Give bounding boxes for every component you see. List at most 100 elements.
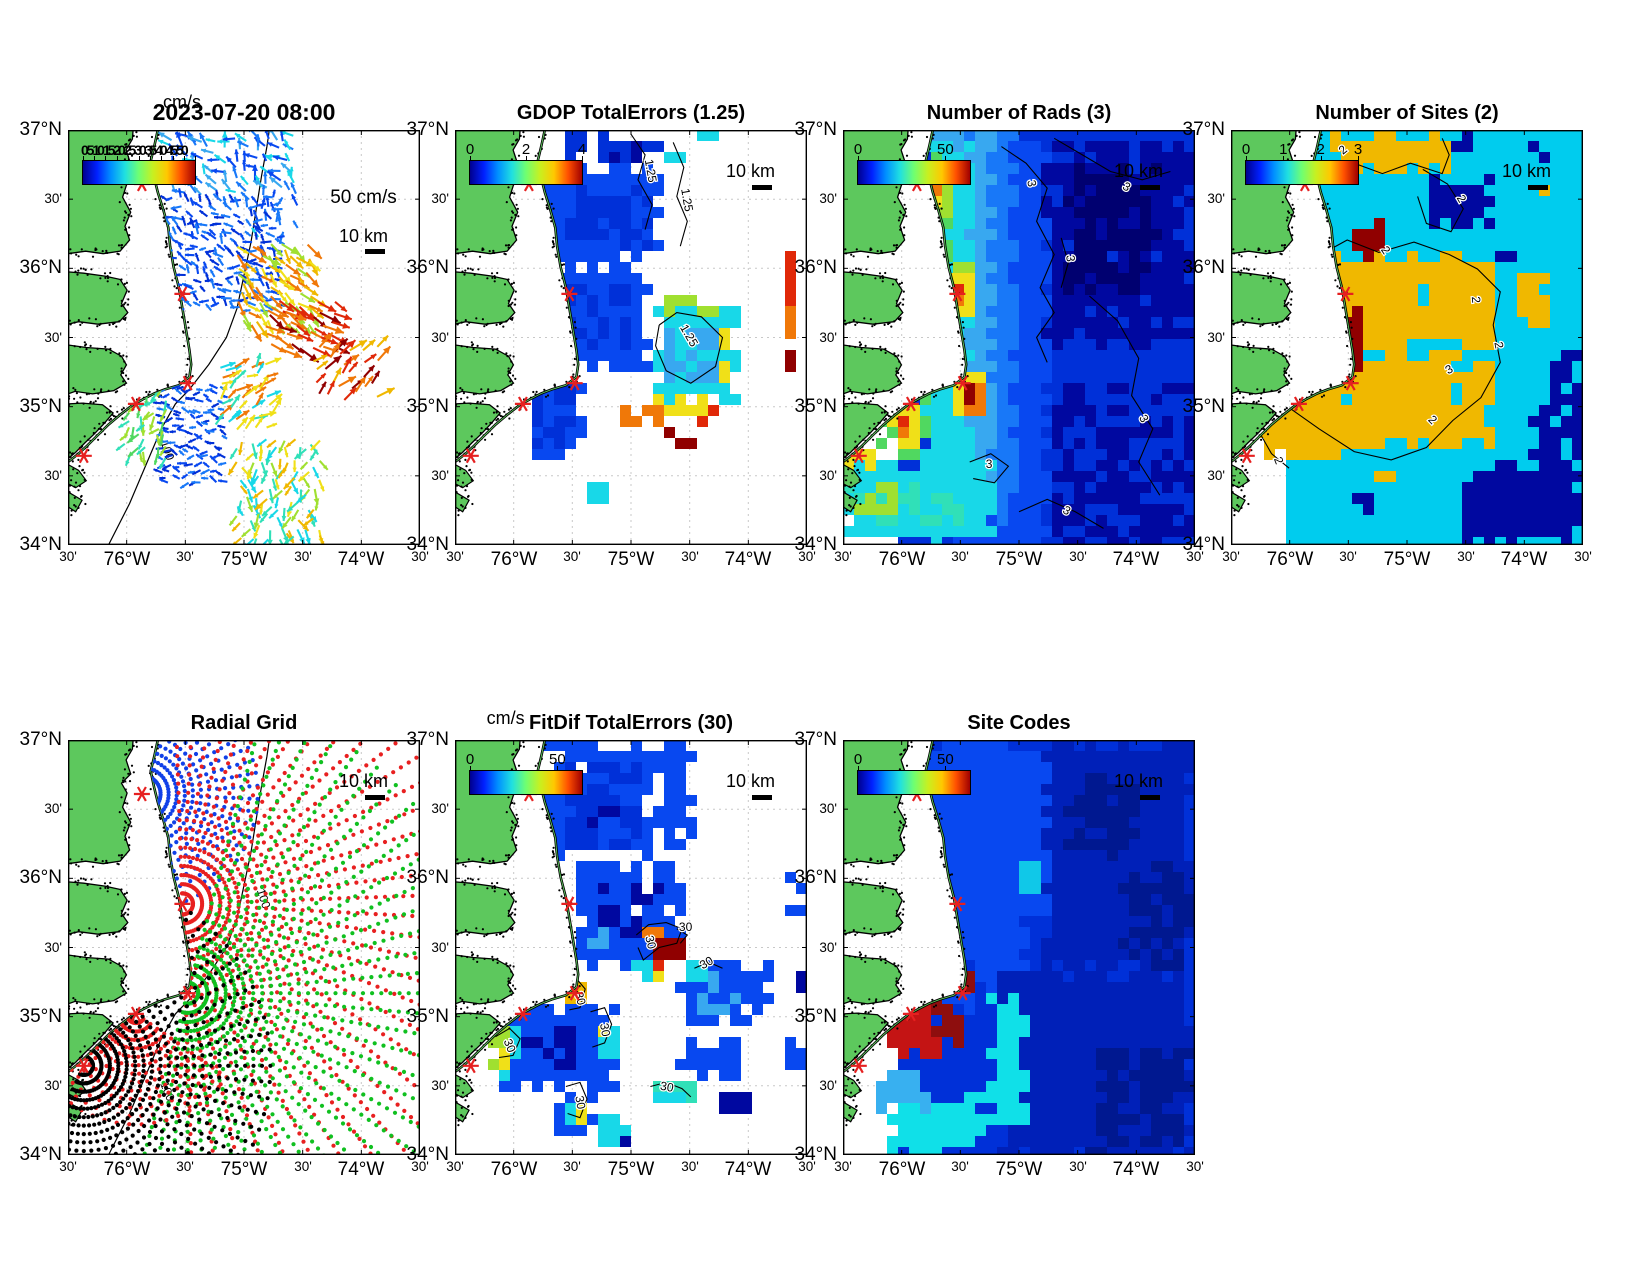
y-axis-tick-label: 37°N <box>794 729 837 750</box>
y-axis-tick-label: 36°N <box>794 257 837 278</box>
scale-bar <box>752 795 772 800</box>
y-axis-tick-label: 30' <box>819 940 837 955</box>
colorbar-tick <box>858 156 859 161</box>
x-axis-tick-label: 76°W <box>878 549 926 570</box>
radar-site-marker <box>566 985 583 1001</box>
panel-radial-grid: 100100 Radial Grid 10 km 37°N 30' 36°N 30' 35°N… <box>20 712 429 1180</box>
axis-frame <box>455 740 807 1155</box>
y-axis-tick-label: 30' <box>431 1078 449 1093</box>
x-axis-tick-label: 76°W <box>103 549 151 570</box>
contour-label: 2 <box>1318 364 1333 372</box>
x-axis-tick-label: 30' <box>59 1159 77 1174</box>
contour-label: 3 <box>1024 179 1039 188</box>
colorbar-tick <box>1358 156 1359 161</box>
y-axis-tick-label: 34°N <box>406 534 449 555</box>
map-scale-label: 10 km <box>338 226 389 246</box>
radar-site-marker <box>954 985 971 1001</box>
coastline <box>843 740 968 1074</box>
scale-bar <box>365 249 385 254</box>
data-field <box>1253 130 1583 545</box>
data-field <box>843 130 1195 545</box>
axis-frame <box>843 130 1195 545</box>
y-axis-tick-label: 30' <box>819 801 837 816</box>
x-axis-tick-label: 74°W <box>1112 549 1160 570</box>
panel-number-of-rads: 3 3 3 3 3 3 Number of Rads (3) 0 50 10 km 37°N 30' 3… <box>795 102 1204 570</box>
panel-gdop-total-errors: 1.25 1.25 1.25 GDOP TotalErrors (1.25) 0 2 4 10… <box>407 102 816 570</box>
colorbar: 0 50 <box>466 751 583 795</box>
radar-site-marker <box>954 375 971 391</box>
x-axis-tick-label: 30' <box>1222 549 1240 564</box>
radar-site-marker <box>133 786 150 802</box>
x-axis-tick-label: 74°W <box>1500 549 1548 570</box>
y-axis-tick-label: 34°N <box>19 1144 62 1165</box>
radar-site-marker <box>1290 396 1307 412</box>
x-axis-tick-label: 74°W <box>337 549 385 570</box>
axis-frame <box>455 130 807 545</box>
x-axis-tick-label: 75°W <box>995 549 1043 570</box>
data-field <box>876 740 1195 1155</box>
x-axis-tick-label: 30' <box>798 1159 816 1174</box>
colorbar-tick-label: 2 <box>521 141 531 158</box>
colorbar-tick <box>1246 156 1247 161</box>
colorbar-tick-label: 0 <box>465 141 475 158</box>
y-axis-tick-label: 35°N <box>19 1006 62 1027</box>
contour-label: 2 <box>1469 296 1484 304</box>
y-axis-tick-label: 30' <box>431 801 449 816</box>
y-axis-tick-label: 36°N <box>19 867 62 888</box>
x-axis-tick-label: 30' <box>446 1159 464 1174</box>
x-axis-tick-label: 75°W <box>1383 549 1431 570</box>
x-axis-tick-label: 30' <box>1186 1159 1204 1174</box>
colorbar-tick <box>557 766 559 771</box>
land <box>455 740 521 1123</box>
coastline <box>455 740 580 1074</box>
colorbar-tick <box>150 156 152 161</box>
y-axis-tick-label: 30' <box>819 330 837 345</box>
radar-site-marker <box>561 286 578 302</box>
map-scale-label: 10 km <box>1501 161 1552 181</box>
colorbar-tick-labels: 0 5 10 15 20 25 30 35 40 45 50 <box>81 142 189 158</box>
y-axis-tick-label: 30' <box>44 940 62 955</box>
y-axis-tick-label: 30' <box>1207 191 1225 206</box>
x-axis-tick-label: 75°W <box>995 1159 1043 1180</box>
radar-site-marker <box>462 1058 479 1074</box>
scale-bar <box>1528 185 1548 190</box>
y-axis-tick-label: 37°N <box>19 729 62 750</box>
colorbar: 0 1 2 3 <box>1242 141 1362 185</box>
colorbar-tick <box>1283 156 1285 161</box>
colorbar-tick <box>161 156 163 161</box>
colorbar: 0 2 4 <box>466 141 586 185</box>
colorbar-tick <box>116 156 118 161</box>
y-axis-tick-label: 35°N <box>406 1006 449 1027</box>
radar-site-marker <box>514 1006 531 1022</box>
land <box>68 130 134 513</box>
y-axis-tick-label: 37°N <box>406 729 449 750</box>
land <box>455 130 521 513</box>
y-axis-tick-label: 30' <box>44 330 62 345</box>
map-svg: 100 <box>68 130 420 545</box>
colorbar-tick <box>470 156 471 161</box>
panel-site-codes: Site Codes 0 50 10 km 37°N 30' 36°N 30' 35°N 30' 3… <box>795 712 1204 1180</box>
y-axis-tick-label: 36°N <box>19 257 62 278</box>
y-axis-tick-label: 30' <box>431 468 449 483</box>
coastline <box>1231 130 1356 464</box>
x-axis-tick-label: 75°W <box>220 1159 268 1180</box>
y-axis-tick-label: 35°N <box>19 396 62 417</box>
colorbar-tick <box>183 156 185 161</box>
y-axis-tick-label: 36°N <box>406 257 449 278</box>
panel-title-fitdif-total-errors: FitDif TotalErrors (30) <box>528 712 734 734</box>
colorbar-tick-label: 0 <box>853 141 863 158</box>
radar-site-marker <box>514 396 531 412</box>
coastline <box>843 130 968 464</box>
x-axis-tick-label: 30' <box>1574 549 1592 564</box>
radar-site-marker <box>1238 448 1255 464</box>
y-axis-tick-label: 37°N <box>794 119 837 140</box>
y-axis-tick-label: 35°N <box>794 396 837 417</box>
scale-bar <box>365 795 385 800</box>
colorbar-tick <box>172 156 174 161</box>
x-axis-tick-label: 30' <box>294 549 312 564</box>
colorbar: 0 5 10 15 20 25 30 35 40 45 50 <box>81 142 196 185</box>
x-axis-tick-label: 30' <box>834 1159 852 1174</box>
y-axis-tick-label: 30' <box>1207 330 1225 345</box>
colorbar-tick <box>945 156 947 161</box>
colorbar-tick-label: 0 <box>465 751 475 768</box>
